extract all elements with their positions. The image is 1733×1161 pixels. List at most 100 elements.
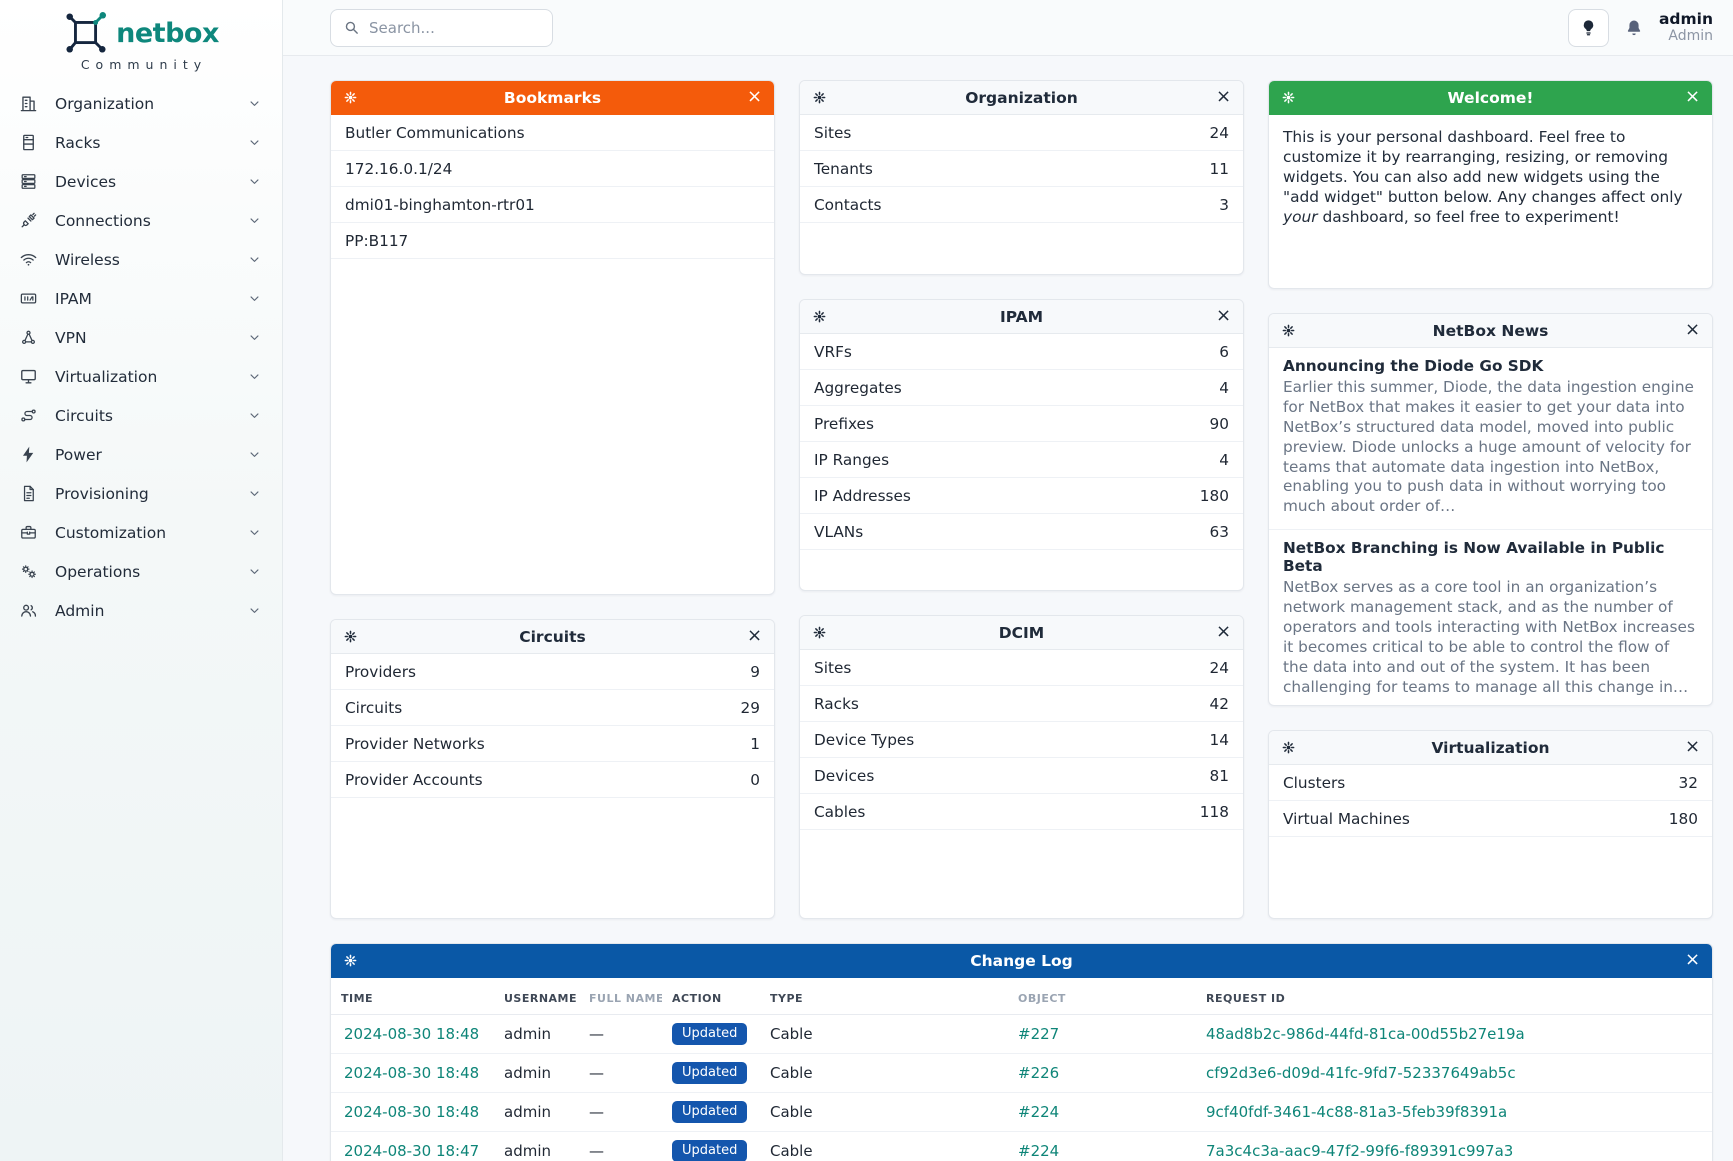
stat-row[interactable]: Provider Accounts 0	[331, 762, 774, 798]
sidebar-item[interactable]: Racks	[0, 123, 282, 162]
welcome-widget: Welcome! × This is your personal dashboa…	[1268, 80, 1713, 289]
news-headline[interactable]: Announcing the Diode Go SDK	[1283, 357, 1544, 375]
column-header[interactable]: ACTION	[662, 978, 760, 1015]
sidebar-item[interactable]: Admin	[0, 591, 282, 630]
change-log-header-row: TIME USERNAME FULL NAME ACTION TYPE OBJE…	[331, 978, 1712, 1015]
object-link[interactable]: #224	[1008, 1131, 1196, 1161]
sidebar-item[interactable]: Customization	[0, 513, 282, 552]
sidebar-item-icon	[19, 367, 38, 386]
column-header[interactable]: TIME	[331, 978, 494, 1015]
request-id-link[interactable]: 7a3c4c3a-aac9-47f2-99f6-f89391c997a3	[1196, 1131, 1712, 1161]
widget-config-icon[interactable]	[343, 953, 358, 968]
widget-config-icon[interactable]	[812, 90, 827, 105]
search-input[interactable]	[369, 18, 540, 37]
stat-row[interactable]: Providers 9	[331, 654, 774, 690]
stat-row[interactable]: Sites 24	[800, 650, 1243, 686]
time-link[interactable]: 2024-08-30 18:47	[331, 1131, 494, 1161]
user-menu[interactable]: admin Admin	[1659, 10, 1713, 45]
stat-row[interactable]: Racks 42	[800, 686, 1243, 722]
stat-row[interactable]: Devices 81	[800, 758, 1243, 794]
sidebar-item[interactable]: Operations	[0, 552, 282, 591]
sidebar-item[interactable]: Devices	[0, 162, 282, 201]
request-id-link[interactable]: 9cf40fdf-3461-4c88-81a3-5feb39f8391a	[1196, 1092, 1712, 1132]
stat-row[interactable]: VRFs 6	[800, 334, 1243, 370]
stat-row[interactable]: IP Ranges 4	[800, 442, 1243, 478]
widget-config-icon[interactable]	[812, 625, 827, 640]
brand[interactable]: netbox Community	[0, 0, 282, 72]
close-icon[interactable]: ×	[1685, 86, 1701, 108]
close-icon[interactable]: ×	[1685, 949, 1701, 971]
stat-row[interactable]: Provider Networks 1	[331, 726, 774, 762]
chevron-down-icon	[247, 564, 262, 579]
sidebar-item[interactable]: Connections	[0, 201, 282, 240]
chevron-down-icon	[247, 603, 262, 618]
stat-row[interactable]: Cables 118	[800, 794, 1243, 830]
column-header[interactable]: REQUEST ID	[1196, 978, 1712, 1015]
sidebar-item[interactable]: VPN	[0, 318, 282, 357]
bookmark-item[interactable]: dmi01-binghamton-rtr01	[331, 187, 774, 223]
chevron-down-icon	[247, 525, 262, 540]
time-link[interactable]: 2024-08-30 18:48	[331, 1014, 494, 1054]
widget-config-icon[interactable]	[1281, 740, 1296, 755]
sidebar-item[interactable]: Provisioning	[0, 474, 282, 513]
stat-row[interactable]: Tenants 11	[800, 151, 1243, 187]
news-headline[interactable]: NetBox Branching is Now Available in Pub…	[1283, 539, 1665, 576]
change-log-row: 2024-08-30 18:48 admin — Updated Cable #…	[331, 1014, 1712, 1054]
search-box[interactable]	[330, 8, 553, 47]
object-link[interactable]: #224	[1008, 1092, 1196, 1132]
bookmark-item[interactable]: Butler Communications	[331, 115, 774, 151]
dcim-widget: DCIM × Sites 24	[799, 615, 1244, 919]
notifications-bell-icon[interactable]	[1624, 18, 1644, 38]
stat-row[interactable]: IP Addresses 180	[800, 478, 1243, 514]
bookmark-item[interactable]: PP:B117	[331, 223, 774, 259]
action-badge: Updated	[672, 1023, 748, 1045]
sidebar-item[interactable]: Circuits	[0, 396, 282, 435]
column-header[interactable]: FULL NAME	[579, 978, 662, 1015]
stat-row[interactable]: Aggregates 4	[800, 370, 1243, 406]
close-icon[interactable]: ×	[1685, 319, 1701, 341]
close-icon[interactable]: ×	[1685, 736, 1701, 758]
column-header[interactable]: USERNAME	[494, 978, 579, 1015]
close-icon[interactable]: ×	[1216, 621, 1232, 643]
widget-config-icon[interactable]	[343, 629, 358, 644]
sidebar-item[interactable]: Power	[0, 435, 282, 474]
stat-row[interactable]: Clusters 32	[1269, 765, 1712, 801]
close-icon[interactable]: ×	[747, 86, 763, 108]
stat-row[interactable]: Device Types 14	[800, 722, 1243, 758]
widget-config-icon[interactable]	[812, 309, 827, 324]
object-link[interactable]: #227	[1008, 1014, 1196, 1054]
time-link[interactable]: 2024-08-30 18:48	[331, 1053, 494, 1093]
bookmark-item[interactable]: 172.16.0.1/24	[331, 151, 774, 187]
theme-toggle-button[interactable]	[1567, 8, 1609, 47]
bookmarks-widget: Bookmarks × Butler Communications	[330, 80, 775, 595]
time-link[interactable]: 2024-08-30 18:48	[331, 1092, 494, 1132]
object-link[interactable]: #226	[1008, 1053, 1196, 1093]
welcome-text: This is your personal dashboard. Feel fr…	[1283, 128, 1683, 227]
sidebar-item[interactable]: IPAM	[0, 279, 282, 318]
chevron-down-icon	[247, 96, 262, 111]
sidebar-item-label: Wireless	[55, 250, 120, 269]
sidebar-item[interactable]: Organization	[0, 84, 282, 123]
request-id-link[interactable]: 48ad8b2c-986d-44fd-81ca-00d55b27e19a	[1196, 1014, 1712, 1054]
widget-config-icon[interactable]	[343, 90, 358, 105]
sidebar-item[interactable]: Wireless	[0, 240, 282, 279]
stat-row[interactable]: Sites 24	[800, 115, 1243, 151]
close-icon[interactable]: ×	[1216, 86, 1232, 108]
request-id-link[interactable]: cf92d3e6-d09d-41fc-9fd7-52337649ab5c	[1196, 1053, 1712, 1093]
stat-row[interactable]: Contacts 3	[800, 187, 1243, 223]
stat-row[interactable]: Virtual Machines 180	[1269, 801, 1712, 837]
sidebar-item-icon	[19, 406, 38, 425]
type-cell: Cable	[760, 1131, 1008, 1161]
sidebar-item-icon	[19, 172, 38, 191]
stat-row[interactable]: VLANs 63	[800, 514, 1243, 550]
column-header[interactable]: OBJECT	[1008, 978, 1196, 1015]
stat-row[interactable]: Circuits 29	[331, 690, 774, 726]
stat-row[interactable]: Prefixes 90	[800, 406, 1243, 442]
widget-config-icon[interactable]	[1281, 90, 1296, 105]
widget-config-icon[interactable]	[1281, 323, 1296, 338]
close-icon[interactable]: ×	[1216, 305, 1232, 327]
column-header[interactable]: TYPE	[760, 978, 1008, 1015]
close-icon[interactable]: ×	[747, 625, 763, 647]
sidebar-item[interactable]: Virtualization	[0, 357, 282, 396]
